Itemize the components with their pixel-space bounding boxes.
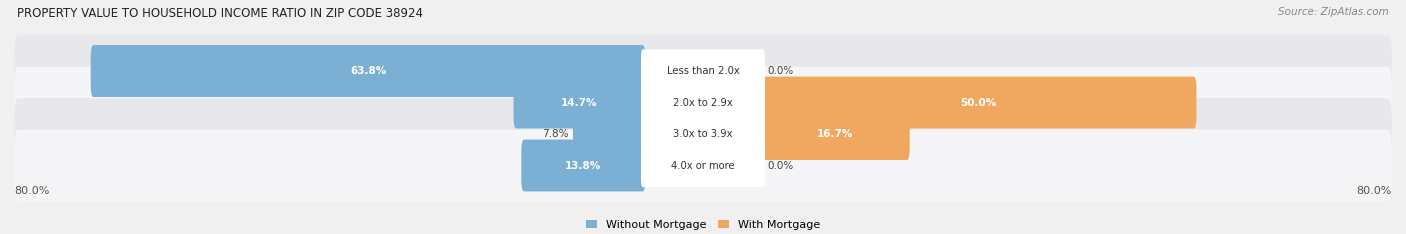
Text: 2.0x to 2.9x: 2.0x to 2.9x	[673, 98, 733, 108]
FancyBboxPatch shape	[761, 77, 1197, 128]
FancyBboxPatch shape	[513, 77, 645, 128]
Text: 16.7%: 16.7%	[817, 129, 853, 139]
FancyBboxPatch shape	[91, 45, 645, 97]
FancyBboxPatch shape	[641, 49, 765, 93]
FancyBboxPatch shape	[14, 130, 1392, 201]
Text: PROPERTY VALUE TO HOUSEHOLD INCOME RATIO IN ZIP CODE 38924: PROPERTY VALUE TO HOUSEHOLD INCOME RATIO…	[17, 7, 423, 20]
Text: 7.8%: 7.8%	[543, 129, 568, 139]
FancyBboxPatch shape	[14, 67, 1392, 138]
Text: 50.0%: 50.0%	[960, 98, 997, 108]
Text: 0.0%: 0.0%	[768, 161, 794, 171]
Text: Less than 2.0x: Less than 2.0x	[666, 66, 740, 76]
Text: 0.0%: 0.0%	[768, 66, 794, 76]
FancyBboxPatch shape	[761, 108, 910, 160]
FancyBboxPatch shape	[641, 81, 765, 124]
Text: 3.0x to 3.9x: 3.0x to 3.9x	[673, 129, 733, 139]
Text: 80.0%: 80.0%	[14, 186, 49, 196]
FancyBboxPatch shape	[641, 112, 765, 156]
Text: 80.0%: 80.0%	[1357, 186, 1392, 196]
FancyBboxPatch shape	[574, 108, 645, 160]
Text: Source: ZipAtlas.com: Source: ZipAtlas.com	[1278, 7, 1389, 17]
Text: 14.7%: 14.7%	[561, 98, 598, 108]
FancyBboxPatch shape	[14, 35, 1392, 107]
FancyBboxPatch shape	[522, 139, 645, 191]
Text: 13.8%: 13.8%	[565, 161, 602, 171]
Text: 63.8%: 63.8%	[350, 66, 387, 76]
Text: 4.0x or more: 4.0x or more	[671, 161, 735, 171]
Legend: Without Mortgage, With Mortgage: Without Mortgage, With Mortgage	[582, 215, 824, 234]
FancyBboxPatch shape	[14, 98, 1392, 170]
FancyBboxPatch shape	[641, 144, 765, 187]
